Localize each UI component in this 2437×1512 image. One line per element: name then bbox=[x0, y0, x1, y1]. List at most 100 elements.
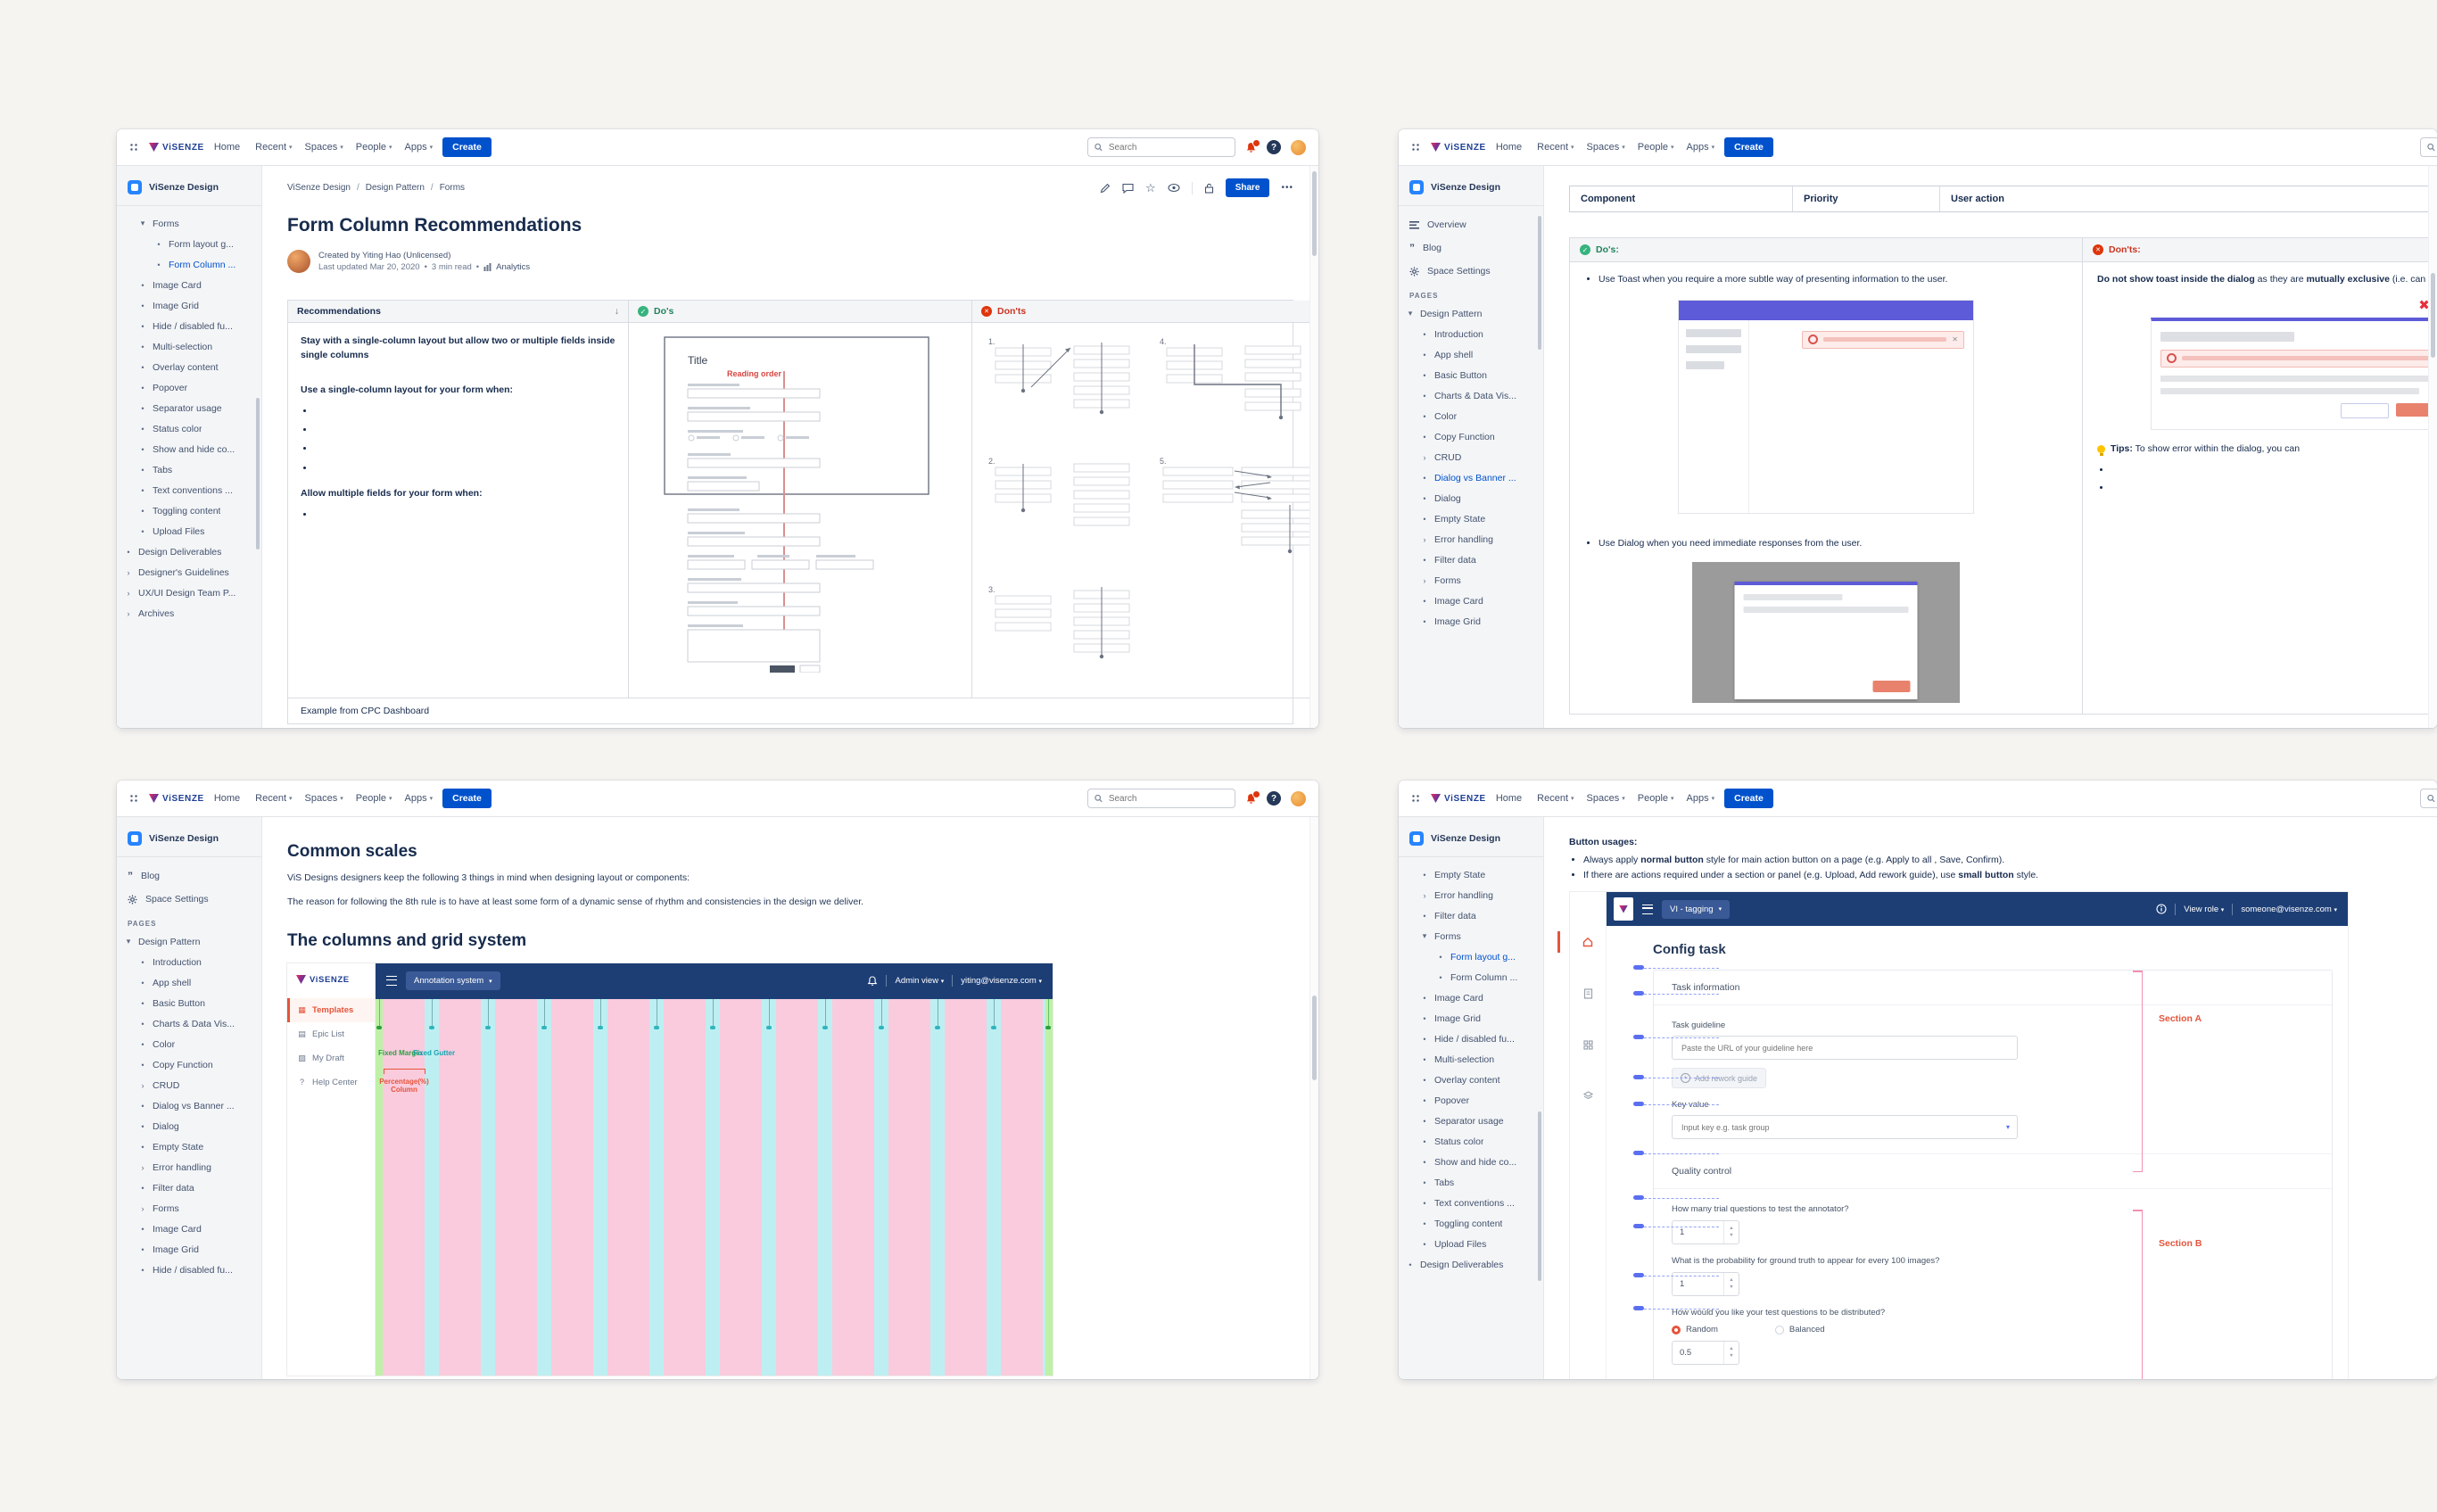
search-box[interactable] bbox=[1087, 137, 1235, 157]
watch-eye-icon[interactable] bbox=[1168, 183, 1180, 193]
create-button[interactable]: Create bbox=[442, 137, 492, 157]
sidebar-item[interactable]: • Image Card bbox=[1423, 595, 1483, 607]
visenze-logo[interactable]: ViSENZE bbox=[1431, 794, 1486, 804]
nav-item[interactable]: Home bbox=[1495, 142, 1523, 153]
sidebar-item[interactable]: • Text conventions ... bbox=[141, 484, 233, 496]
sidebar-item[interactable]: • Design Deliverables bbox=[127, 546, 222, 558]
key-value-input[interactable]: ▾ bbox=[1672, 1115, 2018, 1139]
user-avatar[interactable] bbox=[1291, 790, 1306, 806]
nav-item[interactable]: People ▾ bbox=[355, 793, 392, 804]
nav-item[interactable]: Apps ▾ bbox=[1686, 142, 1715, 153]
sort-down-icon[interactable]: ↓ bbox=[614, 306, 619, 317]
nav-item[interactable]: People ▾ bbox=[355, 142, 392, 153]
nav-item[interactable]: People ▾ bbox=[1637, 793, 1674, 804]
sidebar-item[interactable]: • Image Grid bbox=[1423, 616, 1481, 627]
sidebar-item[interactable]: • Hide / disabled fu... bbox=[141, 320, 233, 332]
create-button[interactable]: Create bbox=[1724, 137, 1773, 157]
visenze-logo[interactable]: ViSENZE bbox=[1431, 143, 1486, 153]
sidebar-item[interactable]: • Introduction bbox=[141, 956, 202, 968]
breadcrumb-link[interactable]: Design Pattern bbox=[365, 183, 425, 193]
sidebar-item[interactable]: • Hide / disabled fu... bbox=[141, 1264, 233, 1276]
sidebar-item[interactable]: • Basic Button bbox=[141, 997, 205, 1009]
notifications-bell-icon[interactable] bbox=[1245, 138, 1260, 153]
nav-item[interactable]: Spaces ▾ bbox=[304, 793, 343, 804]
nav-item[interactable]: Recent ▾ bbox=[255, 793, 293, 804]
sidebar-item[interactable]: • Charts & Data Vis... bbox=[1423, 390, 1517, 401]
help-icon[interactable]: ? bbox=[1267, 791, 1281, 806]
app-switcher-icon[interactable] bbox=[129, 142, 139, 153]
app-switcher-icon[interactable] bbox=[1411, 142, 1421, 153]
page-scrollbar[interactable] bbox=[2428, 166, 2437, 728]
sidebar-item[interactable]: › Designer's Guidelines bbox=[127, 566, 229, 578]
sidebar-item[interactable]: • Image Card bbox=[1423, 992, 1483, 1004]
comment-icon[interactable] bbox=[1122, 183, 1134, 194]
nav-item[interactable]: Home bbox=[213, 142, 241, 153]
page-scrollbar[interactable] bbox=[1309, 166, 1318, 728]
nav-item[interactable]: Spaces ▾ bbox=[304, 142, 343, 153]
sidebar-item[interactable]: • Tabs bbox=[1423, 1177, 1455, 1188]
app-switcher-icon[interactable] bbox=[1411, 793, 1421, 804]
star-icon[interactable]: ☆ bbox=[1145, 181, 1156, 194]
sidebar-item[interactable]: • Dialog vs Banner ... bbox=[1423, 472, 1516, 483]
sidebar-item[interactable]: ▾ Forms bbox=[140, 218, 179, 229]
q3-stepper[interactable]: 0.5 ▲ ▼ bbox=[1672, 1341, 1739, 1365]
sidebar-item[interactable]: › UX/UI Design Team P... bbox=[127, 587, 236, 599]
page-scrollbar[interactable] bbox=[1309, 817, 1318, 1379]
breadcrumb-link[interactable]: ViSenze Design bbox=[287, 183, 351, 193]
nav-item[interactable]: Apps ▾ bbox=[1686, 793, 1715, 804]
sidebar-item-blog[interactable]: ” Blog bbox=[1409, 242, 1442, 254]
sidebar-item[interactable]: › Error handling bbox=[1423, 533, 1493, 545]
sidebar-item[interactable]: • Basic Button bbox=[1423, 369, 1487, 381]
sidebar-item-space-settings[interactable]: Space Settings bbox=[1399, 260, 1543, 283]
sidebar-item-overview[interactable]: Overview bbox=[1399, 213, 1543, 236]
q2-stepper[interactable]: 1 ▲ ▼ bbox=[1672, 1272, 1739, 1296]
space-header[interactable]: ViSenze Design bbox=[1399, 828, 1543, 857]
nav-item[interactable]: Recent ▾ bbox=[1537, 793, 1574, 804]
sidebar-item[interactable]: • Toggling content bbox=[1423, 1218, 1503, 1229]
sidebar-item[interactable]: • Color bbox=[141, 1038, 176, 1050]
add-rework-guide-button[interactable]: + Add rework guide bbox=[1672, 1068, 1767, 1088]
sidebar-item[interactable]: • Overlay content bbox=[1423, 1074, 1500, 1086]
sidebar-item[interactable]: • Popover bbox=[141, 382, 188, 393]
sidebar-item[interactable]: • Image Grid bbox=[141, 1243, 199, 1255]
sidebar-item[interactable]: • Image Grid bbox=[141, 300, 199, 311]
sidebar-item[interactable]: • Overlay content bbox=[141, 361, 219, 373]
sidebar-item[interactable]: • Show and hide co... bbox=[141, 443, 235, 455]
user-avatar[interactable] bbox=[1291, 139, 1306, 155]
sidebar-scrollbar[interactable] bbox=[1538, 1111, 1541, 1281]
sidebar-item[interactable]: › Forms bbox=[1423, 574, 1461, 586]
share-button[interactable]: Share bbox=[1225, 178, 1270, 197]
nav-item[interactable]: Apps ▾ bbox=[404, 142, 434, 153]
sidebar-item[interactable]: • Color bbox=[1423, 410, 1458, 422]
sidebar-item[interactable]: • Popover bbox=[1423, 1095, 1470, 1106]
sidebar-item[interactable]: › CRUD bbox=[1423, 451, 1462, 463]
sidebar-item[interactable]: • Copy Function bbox=[141, 1059, 213, 1070]
sidebar-item[interactable]: • Text conventions ... bbox=[1423, 1197, 1515, 1209]
sidebar-item[interactable]: › Archives bbox=[127, 607, 175, 619]
nav-item[interactable]: Home bbox=[1495, 793, 1523, 804]
radio-option[interactable]: Balanced bbox=[1774, 1325, 1825, 1334]
sidebar-item[interactable]: • Image Grid bbox=[1423, 1012, 1481, 1024]
sidebar-scrollbar[interactable] bbox=[256, 398, 260, 549]
sidebar-item[interactable]: • Introduction bbox=[1423, 328, 1483, 340]
nav-item[interactable]: Spaces ▾ bbox=[1586, 142, 1625, 153]
space-header[interactable]: ViSenze Design bbox=[117, 177, 261, 206]
sidebar-item[interactable]: • Hide / disabled fu... bbox=[1423, 1033, 1515, 1045]
search-box[interactable] bbox=[2420, 789, 2437, 808]
edit-icon[interactable] bbox=[1100, 183, 1111, 194]
sidebar-item[interactable]: • Separator usage bbox=[1423, 1115, 1504, 1127]
create-button[interactable]: Create bbox=[442, 789, 492, 808]
sidebar-item[interactable]: › CRUD bbox=[141, 1079, 180, 1091]
sidebar-item[interactable]: • Status color bbox=[141, 423, 202, 434]
sidebar-item[interactable]: • Design Deliverables bbox=[1409, 1259, 1504, 1270]
notifications-bell-icon[interactable] bbox=[1245, 789, 1260, 805]
sidebar-item[interactable]: • Empty State bbox=[1423, 513, 1486, 525]
sidebar-item[interactable]: • Dialog vs Banner ... bbox=[141, 1100, 235, 1111]
search-box[interactable] bbox=[1087, 789, 1235, 808]
search-box[interactable] bbox=[2420, 137, 2437, 157]
space-header[interactable]: ViSenze Design bbox=[117, 828, 261, 857]
sidebar-item-blog[interactable]: ” Blog bbox=[128, 870, 161, 882]
author-avatar[interactable] bbox=[287, 250, 310, 273]
sidebar-item[interactable]: • Form Column ... bbox=[1439, 971, 1518, 983]
sidebar-item[interactable]: › Forms bbox=[141, 1202, 179, 1214]
